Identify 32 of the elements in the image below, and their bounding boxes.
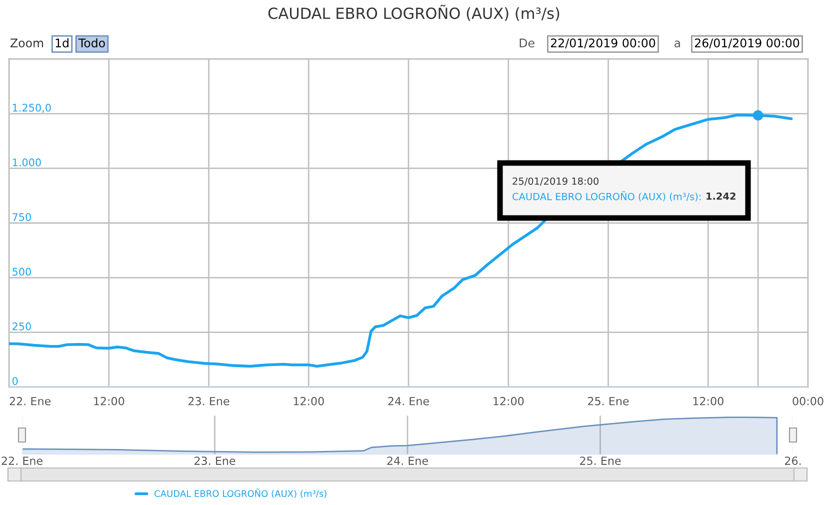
x-tick-label: 23. Ene xyxy=(188,396,230,406)
x-tick-label: 22. Ene xyxy=(10,396,51,406)
text: Zoom xyxy=(10,38,44,48)
chart-title: CAUDAL EBRO LOGROÑO (AUX) (m³/s) xyxy=(268,4,560,21)
text: De xyxy=(520,38,534,48)
text: Todo xyxy=(78,38,105,48)
x-tick-label: 00:00 xyxy=(792,396,824,406)
x-tick-label: 24. Ene xyxy=(388,396,429,406)
x-tick-label: 12:00 xyxy=(693,396,724,406)
y-tick-label: 750 xyxy=(12,213,31,221)
text: 22/01/2019 00:00 xyxy=(550,38,656,48)
text: 26/01/2019 00:00 xyxy=(694,38,800,48)
y-tick-label: 250 xyxy=(12,322,31,330)
x-tick-label: 12:00 xyxy=(94,396,124,406)
y-tick-label: 1.000 xyxy=(12,158,41,166)
x-tick-label: 25. Ene xyxy=(588,396,629,406)
legend-label: CAUDAL EBRO LOGROÑO (AUX) (m³/s) xyxy=(154,488,326,498)
x-tick-label: 24. Ene xyxy=(387,456,428,465)
x-tick-label: 12:00 xyxy=(294,396,324,406)
annotation: 1.242 xyxy=(706,192,736,200)
x-tick-label: 25. Ene xyxy=(580,456,621,465)
y-tick-label: 0 xyxy=(12,377,18,385)
y-tick-label: 500 xyxy=(12,268,31,276)
annotation: 25/01/2019 18:00 xyxy=(512,177,598,186)
y-tick-label: 1.250,0 xyxy=(12,104,51,113)
x-tick-label: 22. Ene xyxy=(2,456,42,465)
text: a xyxy=(674,40,680,48)
x-tick-label: 26. xyxy=(784,456,801,465)
x-tick-label: 12:00 xyxy=(494,396,524,406)
x-tick-label: 23. Ene xyxy=(194,456,236,465)
text: 1d xyxy=(56,38,68,48)
annotation: CAUDAL EBRO LOGROÑO (AUX) (m³/s): xyxy=(512,191,701,202)
